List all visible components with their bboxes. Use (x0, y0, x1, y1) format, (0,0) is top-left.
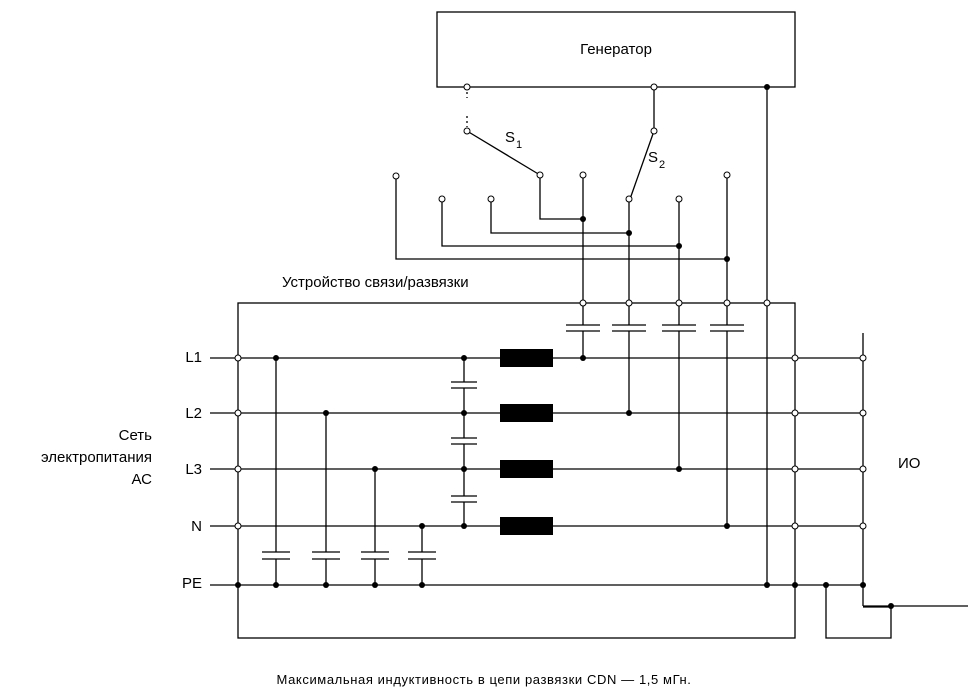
switch-s2-blade (629, 130, 655, 200)
conductor-label-n: N (191, 518, 202, 535)
conductor-label-l1: L1 (185, 349, 202, 366)
choke-l1 (500, 349, 553, 367)
selector-wiring (395, 87, 768, 585)
s1-subscript: 1 (516, 139, 522, 151)
junctions (235, 84, 894, 609)
coupling-capacitors (566, 303, 744, 526)
line-to-pe-capacitors (262, 358, 436, 585)
eut-wiring (825, 333, 968, 639)
choke-l2 (500, 404, 553, 422)
eut-label: ИО (898, 455, 920, 472)
terminals (234, 83, 867, 530)
s1-label: S (505, 129, 515, 146)
mains-label-line2: электропитания (41, 449, 152, 466)
generator-box (436, 11, 796, 88)
s2-label: S (648, 149, 658, 166)
choke-n (500, 517, 553, 535)
mains-label-line3: АС (131, 471, 152, 488)
power-lines (210, 357, 863, 586)
generator-label: Генератор (580, 41, 652, 58)
s2-subscript: 2 (659, 159, 665, 171)
conductor-label-pe: PE (182, 575, 202, 592)
conductor-label-l2: L2 (185, 405, 202, 422)
cdn-label: Устройство связи/развязки (282, 274, 469, 291)
choke-l3 (500, 460, 553, 478)
conductor-label-l3: L3 (185, 461, 202, 478)
diagram-caption: Максимальная индуктивность в цепи развяз… (277, 672, 692, 687)
switch-s1-blade (466, 130, 541, 176)
line-to-line-capacitors (451, 358, 477, 526)
mains-label-line1: Сеть (119, 427, 153, 444)
